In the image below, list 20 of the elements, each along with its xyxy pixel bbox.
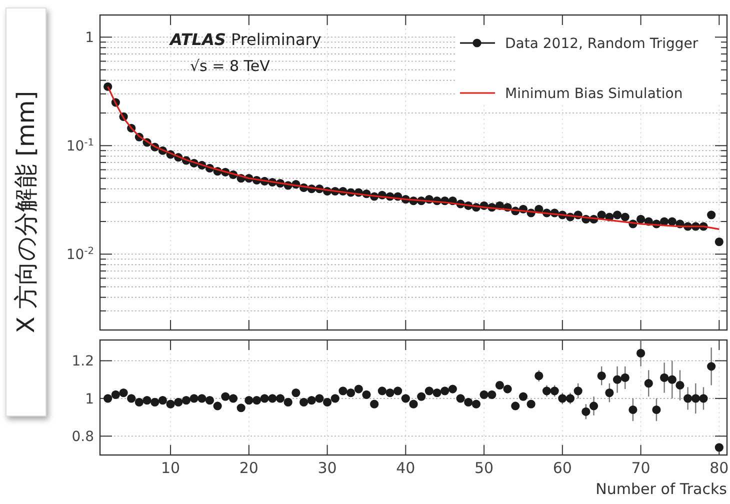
x-tick-label: 10 — [160, 459, 180, 477]
y-axis-title: X 方向の分解能 [mm] — [12, 90, 40, 334]
y-tick-label: 10$^{-1}$ — [66, 137, 94, 155]
x-tick-label: 40 — [396, 459, 416, 477]
x-tick-label: 20 — [239, 459, 258, 477]
y-tick-label: 1.2 — [72, 354, 94, 370]
x-tick-label: 60 — [552, 459, 572, 477]
y-tick-label: 1 — [85, 30, 94, 46]
x-axis-title: Number of Tracks — [596, 480, 728, 498]
x-tick-label: 70 — [631, 459, 650, 477]
legend-label: Data 2012, Random Trigger — [505, 36, 698, 52]
legend-label: Minimum Bias Simulation — [505, 86, 683, 102]
y-tick-label: 1 — [85, 391, 94, 408]
x-tick-label: 30 — [318, 459, 337, 477]
annotation: ATLAS Preliminary — [168, 30, 322, 49]
x-tick-label: 80 — [710, 459, 729, 477]
y-tick-label: 0.8 — [72, 429, 94, 446]
y-tick-label: 10$^{-2}$ — [66, 246, 94, 264]
annotation: √s = 8 TeV — [190, 57, 271, 75]
x-tick-label: 50 — [474, 459, 494, 477]
